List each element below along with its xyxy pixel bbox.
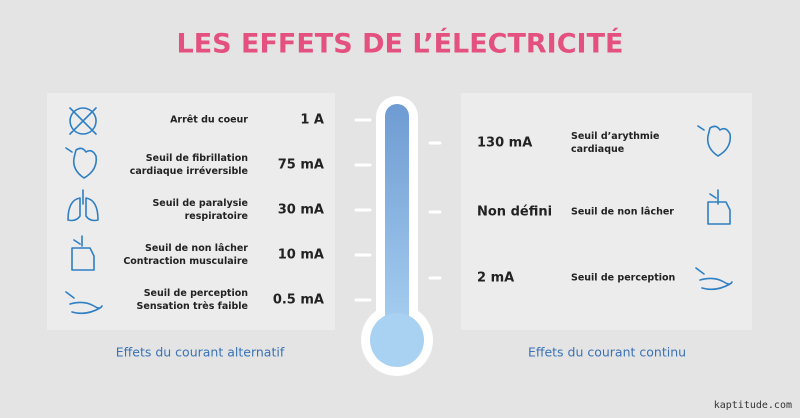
item-label: Seuil d’arythmie xyxy=(571,131,659,142)
item-label: Seuil de paralysie xyxy=(152,198,248,209)
item-label: Arrêt du coeur xyxy=(170,115,248,126)
scale-ticks xyxy=(354,118,442,302)
right-caption: Effets du courant continu xyxy=(528,345,686,360)
icon xyxy=(69,107,97,135)
item-value: 0.5 mA xyxy=(273,293,324,308)
item-value: 130 mA xyxy=(477,136,532,151)
item-label: Seuil de non lâcher xyxy=(145,243,248,254)
right-panel xyxy=(461,93,752,330)
item-value: 1 A xyxy=(300,113,324,128)
icon xyxy=(71,235,95,271)
item-label: cardiaque irréversible xyxy=(130,166,248,177)
item-value: 30 mA xyxy=(278,203,324,218)
thermometer xyxy=(361,96,433,376)
item-value: 10 mA xyxy=(278,248,324,263)
item-label: respiratoire xyxy=(185,211,248,222)
item-label: Seuil de perception xyxy=(144,288,249,299)
icon xyxy=(65,291,103,315)
rows: Arrêt du coeur 1 A Seuil de fibrillation ca… xyxy=(65,107,733,315)
left-caption: Effets du courant alternatif xyxy=(116,345,285,360)
item-label: Seuil de fibrillation xyxy=(146,153,248,164)
item-label: Sensation très faible xyxy=(137,301,248,312)
icon xyxy=(65,147,98,179)
item-label: Seuil de non lâcher xyxy=(571,207,674,218)
icon xyxy=(67,189,99,222)
item-value: 75 mA xyxy=(278,158,324,173)
item-label: Contraction musculaire xyxy=(123,256,248,267)
watermark: kaptitude.com xyxy=(714,400,792,411)
item-label: cardiaque xyxy=(571,144,624,155)
title: LES EFFETS DE L’ÉLECTRICITÉ xyxy=(177,28,624,60)
icon xyxy=(695,267,733,291)
item-value: Non défini xyxy=(477,205,552,220)
item-label: Seuil de perception xyxy=(571,273,676,284)
icon xyxy=(697,125,732,157)
item-value: 2 mA xyxy=(477,271,514,286)
icon xyxy=(707,189,731,225)
